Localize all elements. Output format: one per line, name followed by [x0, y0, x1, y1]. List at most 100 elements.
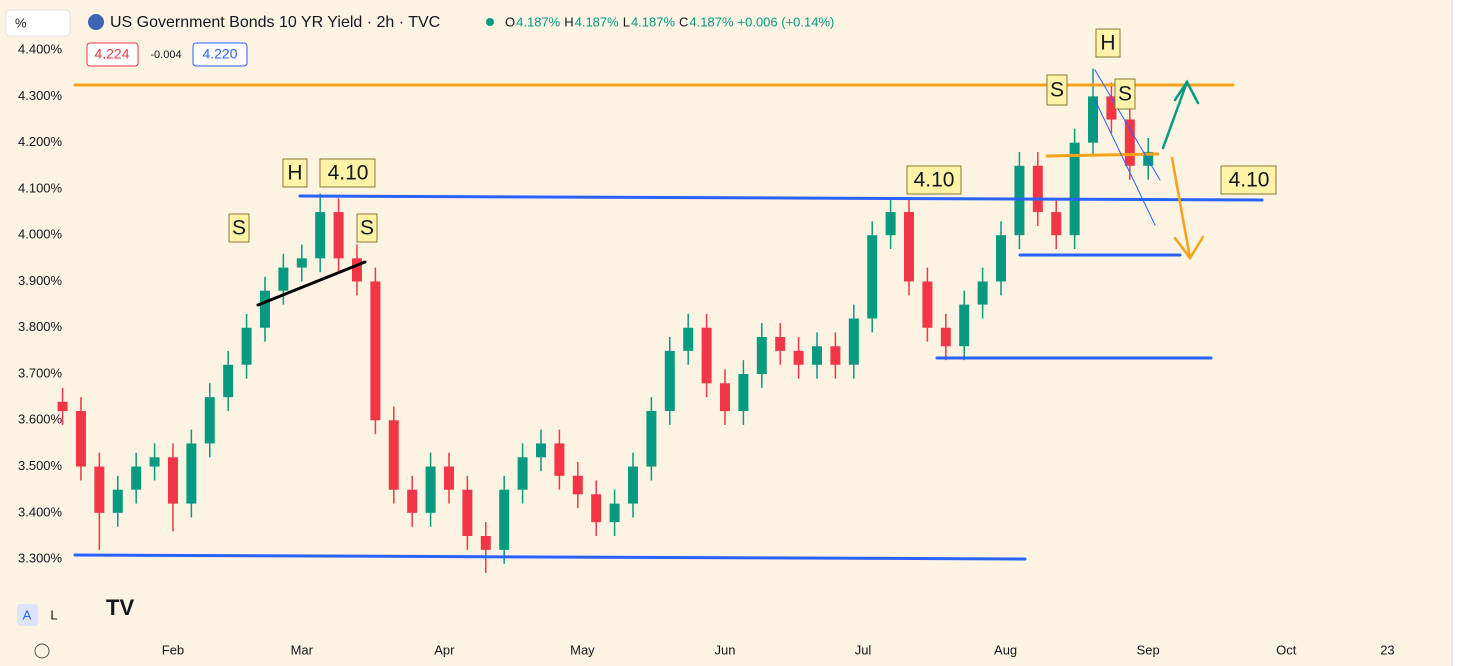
annotation: H	[282, 158, 308, 188]
candle-body	[1014, 165, 1025, 236]
annotation: H	[1095, 28, 1121, 58]
candle-body	[1051, 212, 1062, 236]
candle-body	[425, 466, 436, 513]
ohlc-key: O	[505, 14, 515, 29]
symbol-title[interactable]: US Government Bonds 10 YR Yield · 2h · T…	[110, 14, 440, 31]
annotation: 4.10	[1220, 165, 1277, 195]
candle-body	[149, 457, 160, 467]
candle-body	[646, 411, 657, 467]
candle-body	[370, 281, 381, 421]
x-tick-label: Mar	[291, 642, 314, 657]
y-tick-label: 4.100%	[18, 180, 63, 195]
annotation: S	[1114, 78, 1136, 110]
annotation-text: 4.10	[914, 169, 955, 192]
annotation-text: H	[1100, 32, 1115, 55]
unit-button[interactable]	[5, 9, 71, 37]
candle-body	[57, 401, 68, 412]
ohlc-key: L	[623, 14, 630, 29]
arrow-down	[1170, 156, 1192, 260]
y-tick-label: 3.400%	[18, 504, 63, 519]
y-tick-label: 3.500%	[18, 458, 63, 473]
candle-body	[499, 489, 510, 550]
candle-body	[1069, 142, 1080, 236]
candle-body	[296, 258, 307, 268]
buy-button[interactable]	[192, 42, 248, 67]
y-tick-label: 3.900%	[18, 273, 63, 288]
annotation-text: 4.10	[328, 162, 369, 185]
logo: TV	[106, 595, 134, 620]
candle-body	[407, 489, 418, 513]
candle-body	[223, 364, 234, 398]
annotation: 4.10	[906, 165, 962, 195]
auto-button[interactable]	[17, 604, 38, 626]
candle-body	[996, 235, 1007, 282]
candle-body	[830, 346, 841, 365]
annotation: S	[228, 213, 250, 243]
sell-price[interactable]: 4.224	[94, 46, 129, 62]
candle-body	[683, 327, 694, 351]
candle-body	[554, 443, 565, 476]
channel-line	[1094, 69, 1161, 181]
y-tick-label: 3.600%	[18, 412, 63, 427]
candle-body	[443, 466, 454, 490]
support-line	[73, 553, 1027, 561]
arrow-up	[1161, 80, 1189, 150]
candle-body	[351, 258, 362, 282]
annotation-text: S	[360, 217, 374, 240]
candle-body	[1032, 165, 1043, 213]
candle-body	[517, 457, 528, 490]
annotations: H 4.10 S S 4.10 S H S 4.10	[228, 28, 1277, 243]
change: +0.006 (+0.14%)	[738, 14, 835, 29]
y-tick-label: 4.400%	[18, 42, 63, 57]
channel-line	[1094, 99, 1156, 226]
sell-button[interactable]	[86, 42, 139, 67]
candle-body	[591, 494, 602, 523]
candle-body	[333, 212, 344, 259]
log-label[interactable]: L	[50, 607, 57, 622]
candle-body	[940, 327, 951, 347]
candle-body	[131, 466, 142, 490]
candle-body	[793, 350, 804, 365]
candle-body	[1088, 96, 1099, 143]
candle-body	[922, 281, 933, 328]
x-tick-label: Oct	[1276, 642, 1297, 657]
y-tick-label: 4.300%	[18, 88, 63, 103]
ohlc-value: 4.187%	[631, 14, 676, 29]
plot	[57, 68, 1154, 573]
candle-body	[977, 281, 988, 305]
neckline	[1045, 152, 1160, 158]
candle-body	[664, 350, 675, 412]
flag-icon	[88, 14, 104, 30]
candle-body	[186, 443, 197, 504]
annotation: S	[356, 213, 378, 243]
candle-body	[720, 383, 730, 412]
candle-body	[609, 503, 620, 523]
x-tick-label: Apr	[434, 642, 455, 657]
unit[interactable]: %	[15, 15, 27, 30]
candle-body	[167, 457, 178, 504]
ohlc-key: C	[679, 14, 688, 29]
candle-body	[259, 290, 270, 328]
neckline	[298, 194, 1264, 202]
x-tick-label: Jun	[715, 642, 736, 657]
y-tick-label: 3.700%	[18, 365, 63, 380]
y-tick-label: 3.800%	[18, 319, 63, 334]
candle-body	[535, 443, 546, 458]
candle-body	[75, 411, 86, 467]
candle-body	[1106, 96, 1117, 120]
ohlc: O 4.187% H 4.187% L 4.187% C 4.187% +0.006 (+0.1…	[505, 14, 834, 29]
y-tick-label: 4.000%	[18, 227, 63, 242]
candle-body	[885, 212, 896, 236]
candle-body	[94, 466, 105, 513]
x-tick-label: Feb	[162, 642, 184, 657]
annotation-text: S	[1050, 79, 1064, 102]
candle-body	[701, 327, 712, 384]
buy-price[interactable]: 4.220	[202, 46, 237, 62]
settings-icon[interactable]	[34, 643, 50, 659]
candle-body	[627, 466, 638, 504]
candle-body	[112, 489, 123, 513]
auto-label[interactable]: A	[23, 607, 32, 622]
trend-line	[256, 260, 367, 307]
